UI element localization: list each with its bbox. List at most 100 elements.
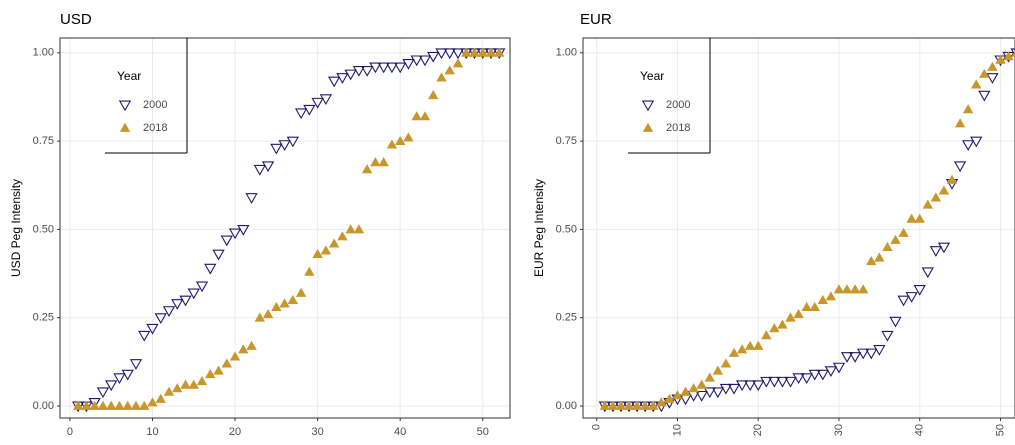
point (320, 245, 332, 255)
x-tick-label: 20 (229, 426, 241, 438)
point (695, 390, 708, 402)
point (648, 400, 659, 410)
point (81, 400, 92, 410)
point (921, 267, 934, 279)
point (712, 365, 724, 375)
point (816, 369, 829, 381)
point (703, 387, 716, 399)
point (735, 380, 749, 392)
legend-title: Year (640, 69, 664, 83)
point (228, 228, 242, 240)
point (353, 224, 365, 234)
point (246, 340, 257, 350)
point (469, 47, 480, 57)
point (873, 345, 886, 356)
legend-label: 2000 (143, 99, 167, 111)
point (180, 379, 191, 389)
point (212, 249, 225, 261)
point (279, 298, 290, 308)
point (753, 340, 764, 350)
point (784, 376, 797, 388)
point (196, 376, 208, 386)
point (411, 111, 422, 121)
point (122, 400, 133, 410)
point (386, 139, 398, 149)
point (840, 352, 854, 363)
y-tick-label: 0.75 (33, 135, 54, 147)
point (287, 294, 299, 304)
point (328, 238, 340, 248)
point (761, 330, 772, 340)
point (327, 76, 341, 88)
point (410, 55, 423, 67)
point (937, 242, 951, 254)
point (914, 213, 925, 223)
point (825, 291, 837, 301)
point (833, 284, 845, 294)
point (377, 62, 390, 74)
point (841, 284, 853, 294)
point (311, 97, 324, 109)
legend-swatch (642, 122, 654, 132)
panel-title: EUR (580, 11, 612, 28)
legend-label: 2000 (666, 99, 690, 111)
point (88, 398, 101, 409)
point (336, 73, 349, 84)
legend-swatch (119, 122, 131, 132)
point (130, 400, 142, 410)
point (238, 344, 249, 354)
point (394, 135, 406, 146)
point (792, 373, 805, 385)
point (494, 47, 505, 57)
point (286, 136, 299, 148)
point (623, 400, 635, 410)
point (688, 383, 699, 393)
point (865, 348, 878, 360)
point (195, 281, 209, 293)
point (485, 47, 497, 57)
x-tick-label: 40 (914, 424, 926, 436)
point (664, 393, 675, 403)
point (403, 132, 414, 142)
point (905, 292, 918, 303)
point (96, 387, 110, 399)
point (319, 94, 333, 106)
point (857, 348, 870, 360)
point (394, 62, 407, 74)
point (946, 174, 958, 184)
point (295, 287, 307, 297)
point (672, 390, 683, 400)
point (938, 185, 950, 195)
point (727, 383, 741, 395)
point (155, 393, 166, 403)
point (461, 47, 472, 57)
point (162, 306, 176, 317)
y-tick-label: 0.00 (33, 400, 54, 412)
point (720, 358, 732, 368)
point (345, 224, 356, 234)
point (89, 400, 100, 410)
point (154, 313, 167, 325)
point (995, 54, 1006, 64)
y-tick-label: 1.00 (33, 47, 54, 59)
point (882, 241, 893, 251)
point (213, 365, 224, 375)
x-tick-label: 50 (994, 424, 1006, 436)
point (444, 65, 455, 75)
legend-swatch (118, 100, 132, 112)
point (262, 308, 274, 319)
point (254, 312, 266, 322)
point (866, 255, 877, 266)
point (129, 359, 143, 370)
point (631, 400, 643, 410)
y-tick-label: 0.25 (33, 312, 54, 324)
point (114, 400, 125, 410)
point (427, 51, 440, 63)
point (979, 68, 990, 78)
point (832, 362, 846, 374)
x-tick-label: 30 (311, 426, 323, 438)
point (113, 373, 126, 385)
point (97, 400, 109, 410)
point (369, 62, 382, 74)
point (849, 284, 861, 294)
